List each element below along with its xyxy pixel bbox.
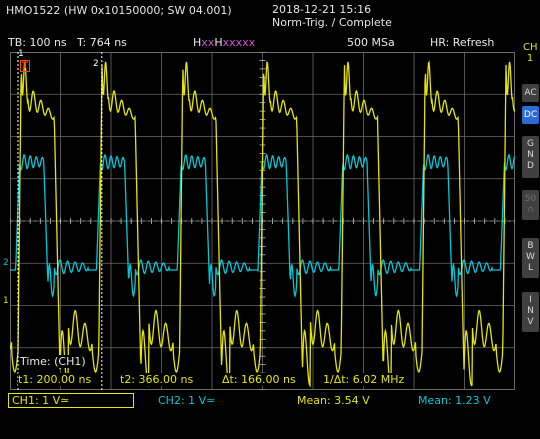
channel-title: CH 1: [523, 42, 538, 64]
title-bar: HMO1522 (HW 0x10150000; SW 04.001) 2018-…: [0, 0, 540, 32]
cursors[interactable]: [10, 52, 515, 390]
acquisition-mode[interactable]: HR: Refresh: [430, 36, 495, 49]
cursor-title: Time: (CH1): [20, 355, 86, 368]
zoom-indicator: HxxHxxxxx: [193, 36, 255, 49]
ch1-trace: [9, 60, 516, 388]
coupling-gnd-button[interactable]: G N D: [522, 136, 539, 178]
trigger-status: Norm-Trig. / Complete: [272, 16, 392, 29]
samplerate-readout[interactable]: 500 MSa: [347, 36, 395, 49]
datetime: 2018-12-21 15:16: [272, 3, 372, 16]
info-bar: TB: 100 ns T: 764 ns HxxHxxxxx 500 MSa H…: [0, 35, 518, 50]
trigger-time-readout[interactable]: T: 764 ns: [77, 36, 127, 49]
coupling-ac-button[interactable]: AC: [522, 84, 539, 102]
coupling-dc-button[interactable]: DC: [522, 106, 539, 124]
mean-ch2: Mean: 1.23 V: [418, 394, 491, 407]
ch1-level-marker: 1: [3, 296, 9, 306]
invert-button[interactable]: I N V: [522, 292, 539, 332]
cursor-inv-dt: 1/Δt: 6.02 MHz: [323, 373, 405, 386]
cursor-t2: t2: 366.00 ns: [120, 373, 194, 386]
ch2-scale[interactable]: CH2: 1 V≃: [158, 394, 216, 407]
ch1-scale[interactable]: CH1: 1 V≃: [12, 394, 70, 407]
timebase-readout[interactable]: TB: 100 ns: [8, 36, 67, 49]
waveform-svg[interactable]: [9, 51, 516, 391]
cursor-dt: Δt: 166.00 ns: [222, 373, 296, 386]
impedance-50ohm-button[interactable]: 50 ∩: [522, 190, 539, 220]
bandwidth-limit-button[interactable]: B W L: [522, 238, 539, 278]
side-menu: AC DC G N D 50 ∩ B W L I N V: [520, 38, 540, 439]
trigger-marker: T: [20, 60, 31, 72]
ch1-settings-box[interactable]: [8, 393, 134, 408]
cursor-t1: t1: 200.00 ns: [18, 373, 92, 386]
zoom-xx1: xx: [201, 36, 215, 49]
cursor2-marker[interactable]: 2: [93, 59, 99, 69]
cursor1-marker[interactable]: 1: [18, 49, 24, 59]
ch1-waveform: [9, 60, 516, 388]
zoom-h2: H: [214, 36, 223, 49]
ch2-level-marker: 2: [3, 258, 9, 268]
zoom-h1: H: [193, 36, 202, 49]
zoom-xx2: xxxxx: [222, 36, 256, 49]
mean-ch1: Mean: 3.54 V: [297, 394, 370, 407]
waveform-display[interactable]: [9, 51, 516, 391]
instrument-model: HMO1522 (HW 0x10150000; SW 04.001): [6, 4, 232, 17]
